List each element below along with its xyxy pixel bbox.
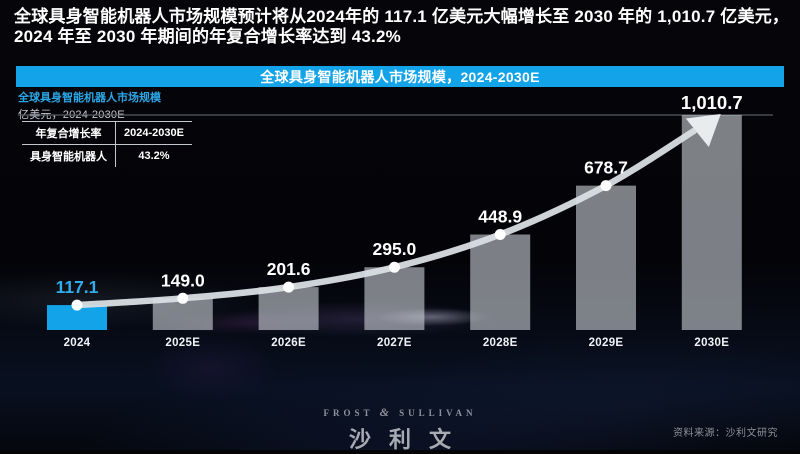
ampersand-icon: & xyxy=(379,405,393,419)
bar-2028E xyxy=(470,234,531,330)
headline: 全球具身智能机器人市场规模预计将从2024年的 117.1 亿美元大幅增长至 2… xyxy=(14,7,790,47)
cagr-data-row: 具身智能机器人 43.2% xyxy=(22,144,192,167)
data-point-dot-2028E xyxy=(494,229,506,241)
wordmark-sullivan: SULLIVAN xyxy=(399,408,477,418)
headline-line2: 2024 年至 2030 年期间的年复合增长率达到 43.2% xyxy=(14,27,401,47)
value-label-2029E: 678.7 xyxy=(584,158,628,178)
value-label-2030E: 1,010.7 xyxy=(681,92,743,113)
source-note: 资料来源：沙利文研究 xyxy=(673,428,778,439)
frost-sullivan-wordmark: FROST & SULLIVAN xyxy=(0,405,800,420)
cagr-header-row: 年复合增长率 2024-2030E xyxy=(22,121,192,145)
data-point-dot-2027E xyxy=(388,261,400,273)
wordmark-frost: FROST xyxy=(323,408,374,418)
x-axis-label-2030E: 2030E xyxy=(694,337,729,349)
bar-2029E xyxy=(576,185,636,330)
brand-name-cn: 沙利文 xyxy=(348,427,469,452)
data-point-dot-2026E xyxy=(283,281,295,293)
x-axis-label-2025E: 2025E xyxy=(165,337,200,349)
bar-2030E xyxy=(681,115,742,330)
chart-title-banner: 全球具身智能机器人市场规模，2024-2030E xyxy=(16,66,784,87)
x-axis-label-2024: 2024 xyxy=(64,337,91,349)
bar-2027E xyxy=(364,267,425,330)
data-point-dot-2025E xyxy=(177,292,189,304)
value-label-2024: 117.1 xyxy=(56,277,99,297)
x-axis-label-2029E: 2029E xyxy=(589,337,624,349)
data-point-dot-2024 xyxy=(71,299,83,311)
headline-line1: 全球具身智能机器人市场规模预计将从2024年的 117.1 亿美元大幅增长至 2… xyxy=(14,7,790,26)
value-label-2026E: 201.6 xyxy=(267,259,311,279)
value-label-2027E: 295.0 xyxy=(373,239,417,259)
chart-title: 全球具身智能机器人市场规模，2024-2030E xyxy=(260,68,540,85)
cagr-row-value: 43.2% xyxy=(114,144,192,167)
x-axis-label-2026E: 2026E xyxy=(271,337,306,349)
x-axis-label-2027E: 2027E xyxy=(377,337,412,349)
frost-sullivan-logo: FROST & SULLIVAN 沙利文 xyxy=(0,405,800,454)
cagr-header-metric: 年复合增长率 xyxy=(22,121,116,145)
x-axis-label-2028E: 2028E xyxy=(483,337,518,349)
cagr-header-period: 2024-2030E xyxy=(114,121,192,145)
data-point-dot-2029E xyxy=(600,180,612,192)
cagr-table: 年复合增长率 2024-2030E 具身智能机器人 43.2% xyxy=(22,121,192,167)
value-label-2025E: 149.0 xyxy=(161,270,205,290)
chart-subtitle: 全球具身智能机器人市场规模 xyxy=(18,92,161,104)
value-label-2028E: 448.9 xyxy=(478,207,522,227)
cagr-row-label: 具身智能机器人 xyxy=(30,151,107,163)
bar-2026E xyxy=(258,287,319,330)
trend-arrow-icon xyxy=(685,114,721,147)
